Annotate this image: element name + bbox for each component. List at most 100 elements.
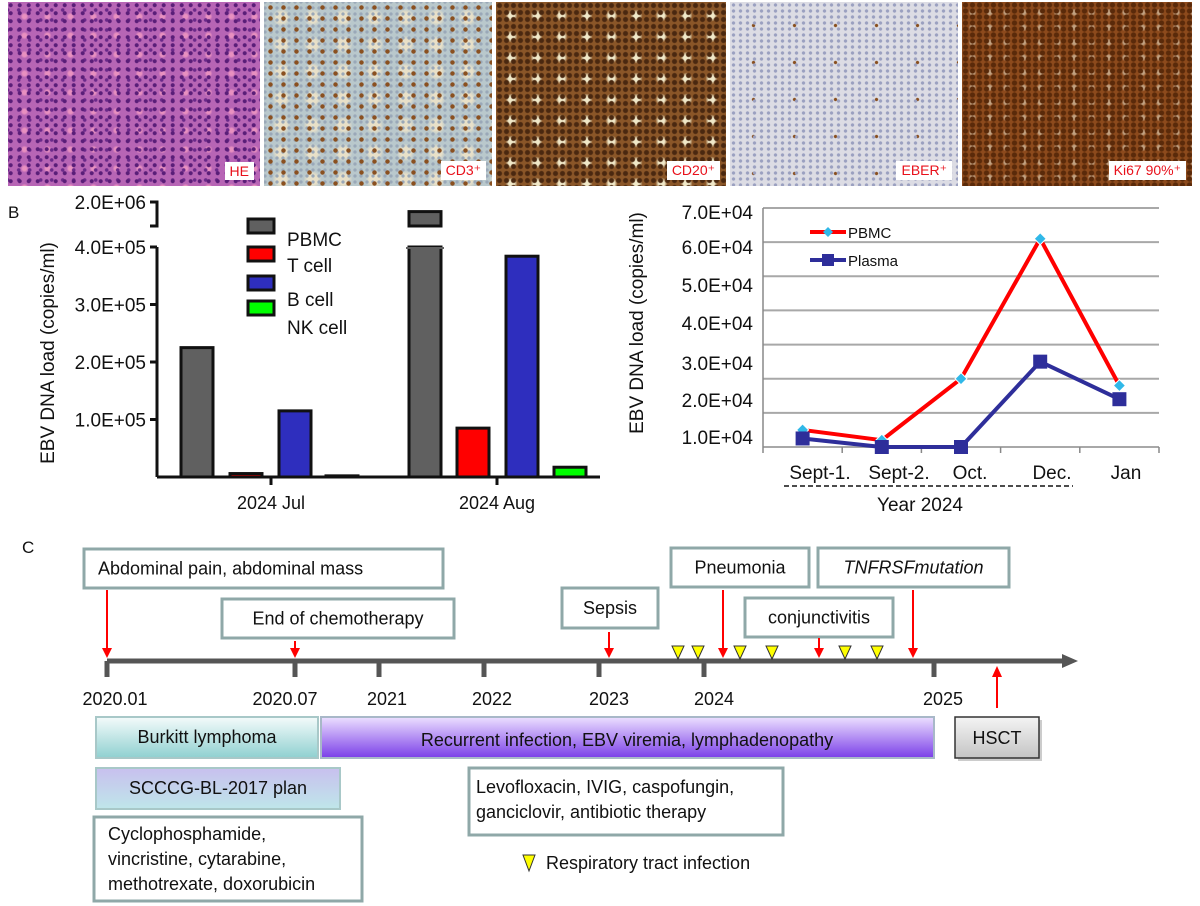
timeline: 2020.01 2020.07 2021 2022 2023 2024 2025 Abdomi… (82, 546, 1078, 903)
histology-image-eber: EBER⁺ (730, 2, 958, 186)
legend-swatch (246, 245, 276, 263)
bar-pbmc-upper (407, 210, 443, 228)
timeline-tick-label: 2022 (472, 689, 512, 709)
event-label: conjunctivitis (768, 608, 870, 628)
timeline-tick-label: 2024 (694, 689, 734, 709)
timeline-tick-label: 2023 (589, 689, 629, 709)
legend-triangle-icon (522, 854, 536, 873)
bar-pbmc (179, 346, 215, 479)
treatment-line: ganciclovir, antibiotic therapy (476, 802, 706, 822)
event-arrowhead (604, 648, 614, 658)
event-label: Sepsis (583, 598, 637, 618)
phase-label: Burkitt lymphoma (137, 727, 277, 747)
y-tick-label: 5.0E+04 (682, 276, 754, 297)
legend-swatch (246, 217, 276, 235)
panel-label-c: C (22, 538, 35, 557)
phase-recurrent-infection (320, 716, 935, 759)
y-axis-label: EBV DNA load (copies/ml) (38, 242, 59, 464)
x-tick-label: 2024 Jul (237, 493, 305, 513)
y-tick-label: 1.0E+04 (682, 428, 754, 449)
data-point (954, 440, 968, 454)
event-arrowhead (102, 648, 112, 658)
chemo-drugs-box (92, 815, 364, 903)
event-box (560, 586, 660, 630)
data-point (1033, 354, 1048, 369)
legend-marker (822, 254, 834, 266)
event-box (743, 596, 895, 639)
legend-label: T cell (287, 256, 332, 277)
timeline-tick-label: 2020.07 (252, 689, 317, 709)
legend-swatch (246, 299, 276, 317)
histology-image-cd3: CD3⁺ (264, 2, 492, 186)
y-tick-label: 4.0E+04 (682, 314, 754, 335)
histology-image-he: HE (8, 2, 260, 186)
stain-label: CD3⁺ (440, 161, 486, 180)
plan-box (95, 767, 341, 810)
x-tick-label: 2024 Aug (459, 493, 535, 513)
phase-hsct (954, 716, 1040, 759)
y-tick-label: 2.0E+04 (682, 391, 754, 412)
hsct-arrowhead (992, 666, 1002, 677)
bar-nk-cell (324, 474, 360, 479)
respiratory-infection-marker (691, 645, 705, 661)
bar-t-cell (455, 426, 491, 479)
stain-label: HE (224, 162, 254, 180)
event-box (816, 546, 1011, 589)
event-box (669, 546, 811, 589)
y-axis-break-segment (150, 200, 159, 228)
event-arrowhead (814, 648, 824, 658)
event-label: Abdominal pain, abdominal mass (98, 559, 363, 579)
legend-label: PBMC (287, 230, 342, 251)
chemo-drug-line: Cyclophosphamide, (108, 824, 266, 844)
data-point (874, 440, 889, 454)
respiratory-infection-marker (870, 645, 884, 661)
bar-b-cell (504, 254, 540, 479)
data-point (1112, 392, 1127, 407)
phase-burkitt-lymphoma (95, 716, 319, 759)
y-tick-label: 2.0E+06 (75, 193, 146, 214)
timeline-tick-label: 2020.01 (82, 689, 147, 709)
legend-label: NK cell (287, 318, 347, 339)
treatments-box (467, 766, 785, 837)
data-point (1033, 232, 1047, 246)
legend-label: B cell (287, 290, 333, 311)
y-axis-label: EBV DNA load (copies/ml) (627, 212, 648, 434)
stain-label: Ki67 90%⁺ (1108, 161, 1186, 180)
y-tick-label: 2.0E+05 (75, 353, 146, 374)
event-arrowhead (718, 648, 728, 658)
y-tick-label: 3.0E+05 (75, 296, 146, 317)
event-arrowhead (290, 648, 300, 658)
event-label: TNFRSFmutation (843, 558, 983, 578)
timeline-tick-label: 2021 (367, 689, 407, 709)
data-point (954, 372, 968, 386)
x-tick-label: Dec. (1032, 463, 1071, 484)
legend-label: Respiratory tract infection (546, 853, 750, 873)
data-point (795, 431, 810, 446)
respiratory-infection-marker (765, 645, 779, 661)
legend-label: PBMC (848, 225, 892, 242)
x-axis-label: Year 2024 (877, 495, 963, 516)
x-tick-label: Jan (1111, 463, 1142, 484)
bar-t-cell (228, 472, 264, 479)
bar-b-cell (277, 409, 313, 479)
event-arrowhead (908, 648, 918, 658)
bar-nk-cell (552, 465, 588, 479)
legend-swatch (246, 274, 276, 292)
event-box (220, 597, 456, 640)
bar-pbmc (407, 245, 443, 479)
bar-break-cap (406, 247, 444, 249)
plan-label: SCCCG-BL-2017 plan (129, 778, 307, 798)
respiratory-infection-marker (838, 645, 852, 661)
histology-image-cd20: CD20⁺ (496, 2, 726, 186)
respiratory-infection-marker (733, 645, 747, 661)
stain-label: CD20⁺ (666, 161, 720, 180)
treatment-line: Levofloxacin, IVIG, caspofungin, (476, 777, 734, 797)
phase-label: HSCT (973, 728, 1022, 748)
phase-label: Recurrent infection, EBV viremia, lympha… (421, 730, 833, 750)
chemo-drug-line: vincristine, cytarabine, (108, 849, 286, 869)
x-tick-label: Oct. (953, 463, 988, 484)
event-label: End of chemotherapy (252, 609, 423, 629)
line-chart: 1.0E+04 2.0E+04 3.0E+04 4.0E+04 5.0E+04 6.0E+… (627, 203, 1160, 516)
chemo-drug-line: methotrexate, doxorubicin (108, 874, 315, 894)
